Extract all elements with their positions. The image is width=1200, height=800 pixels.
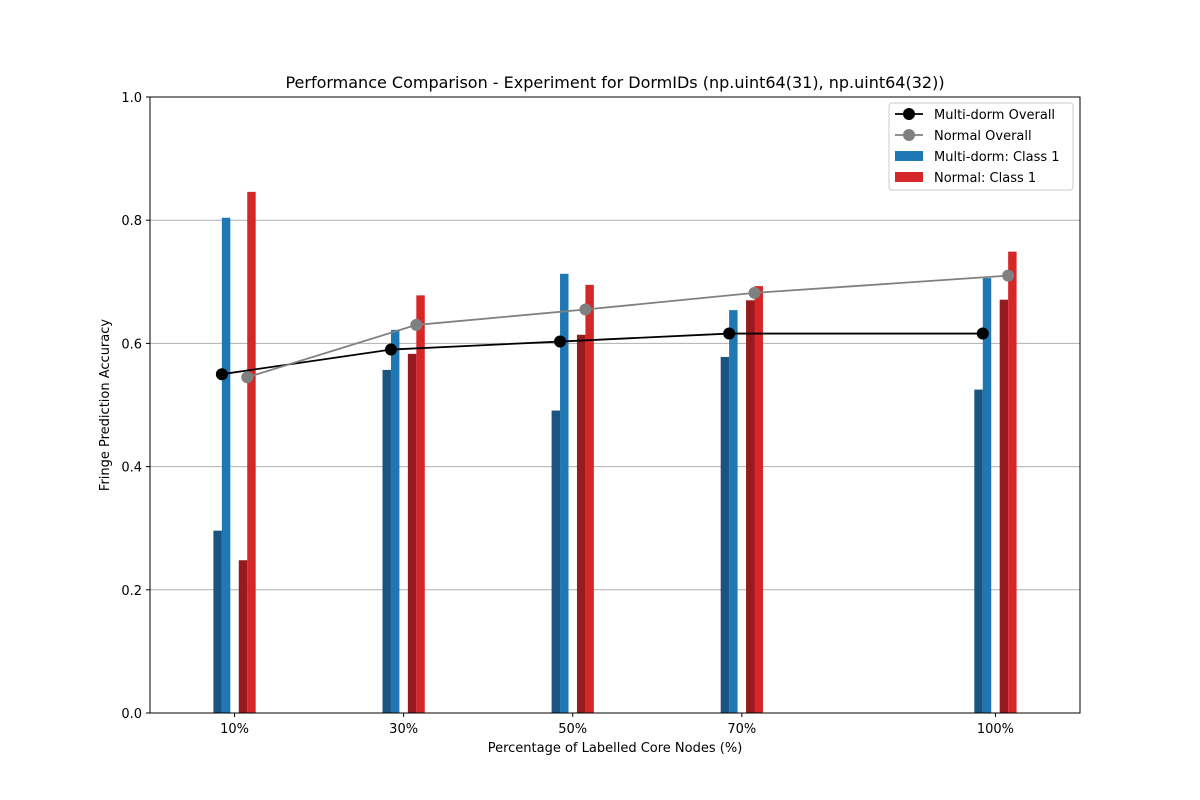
bar-normal-2 xyxy=(746,300,755,713)
bar-multi-dorm-0 xyxy=(720,356,730,713)
y-axis-label: Fringe Prediction Accuracy xyxy=(98,319,113,491)
bar-multi-dorm-0 xyxy=(974,389,983,713)
legend-box xyxy=(888,102,1074,191)
x-tick-label: 30% xyxy=(389,722,418,737)
bar-multi-dorm-1 xyxy=(390,329,400,713)
line-point xyxy=(976,327,989,340)
line-point xyxy=(579,303,592,316)
y-tick-label: 1.0 xyxy=(121,91,142,106)
bar-multi-dorm-1 xyxy=(560,273,569,713)
bar-normal-3 xyxy=(247,191,256,713)
lines xyxy=(215,269,1015,384)
x-tick-label: 50% xyxy=(558,722,587,737)
legend-entry-label: Normal: Class 1 xyxy=(934,171,1036,186)
legend-entry-label: Multi-dorm Overall xyxy=(934,108,1055,123)
line-point xyxy=(241,371,254,384)
y-tick-label: 0.8 xyxy=(121,214,142,229)
x-axis-label: Percentage of Labelled Core Nodes (%) xyxy=(488,741,743,756)
line-point xyxy=(410,318,423,331)
bar-normal-2 xyxy=(238,560,248,713)
bar-normal-2 xyxy=(999,299,1009,713)
bar-multi-dorm-0 xyxy=(551,410,561,713)
y-tick-label: 0.2 xyxy=(121,584,142,599)
axes: 0.0 0.2 0.4 0.6 0.8 1.0 10% 30% 50% 70% 100% xyxy=(121,91,1014,737)
bar-multi-dorm-0 xyxy=(213,530,222,713)
y-tick-label: 0.0 xyxy=(121,707,142,722)
y-tick-label: 0.4 xyxy=(121,461,142,476)
bar-multi-dorm-1 xyxy=(729,310,738,713)
line-point xyxy=(384,343,397,356)
chart-title: Performance Comparison - Experiment for … xyxy=(285,73,944,92)
legend-marker xyxy=(903,129,915,141)
bars xyxy=(213,191,1017,713)
bar-normal-3 xyxy=(416,295,425,713)
bar-normal-2 xyxy=(407,353,417,713)
bar-normal-3 xyxy=(1008,251,1017,713)
legend-entry-label: Normal Overall xyxy=(934,129,1032,144)
line-point xyxy=(554,335,567,348)
line-point xyxy=(748,286,761,299)
line-point xyxy=(215,368,228,381)
y-tick-label: 0.6 xyxy=(121,337,142,352)
bar-normal-2 xyxy=(576,334,586,713)
x-tick-label: 10% xyxy=(220,722,249,737)
bar-multi-dorm-1 xyxy=(221,217,231,713)
legend-bar-swatch xyxy=(895,151,923,161)
line-point xyxy=(723,327,736,340)
plot-frame xyxy=(149,96,1081,714)
x-tick-label: 100% xyxy=(977,722,1014,737)
bar-multi-dorm-0 xyxy=(382,369,391,713)
bar-normal-3 xyxy=(754,286,763,713)
legend: Multi-dorm Overall Normal Overall Multi-do… xyxy=(888,102,1074,191)
x-tick-label: 70% xyxy=(727,722,756,737)
legend-entry-label: Multi-dorm: Class 1 xyxy=(934,150,1060,165)
legend-bar-swatch xyxy=(895,172,923,182)
bar-normal-3 xyxy=(585,284,594,713)
bar-multi-dorm-1 xyxy=(982,278,992,713)
legend-marker xyxy=(903,108,915,120)
line-point xyxy=(1002,269,1015,282)
